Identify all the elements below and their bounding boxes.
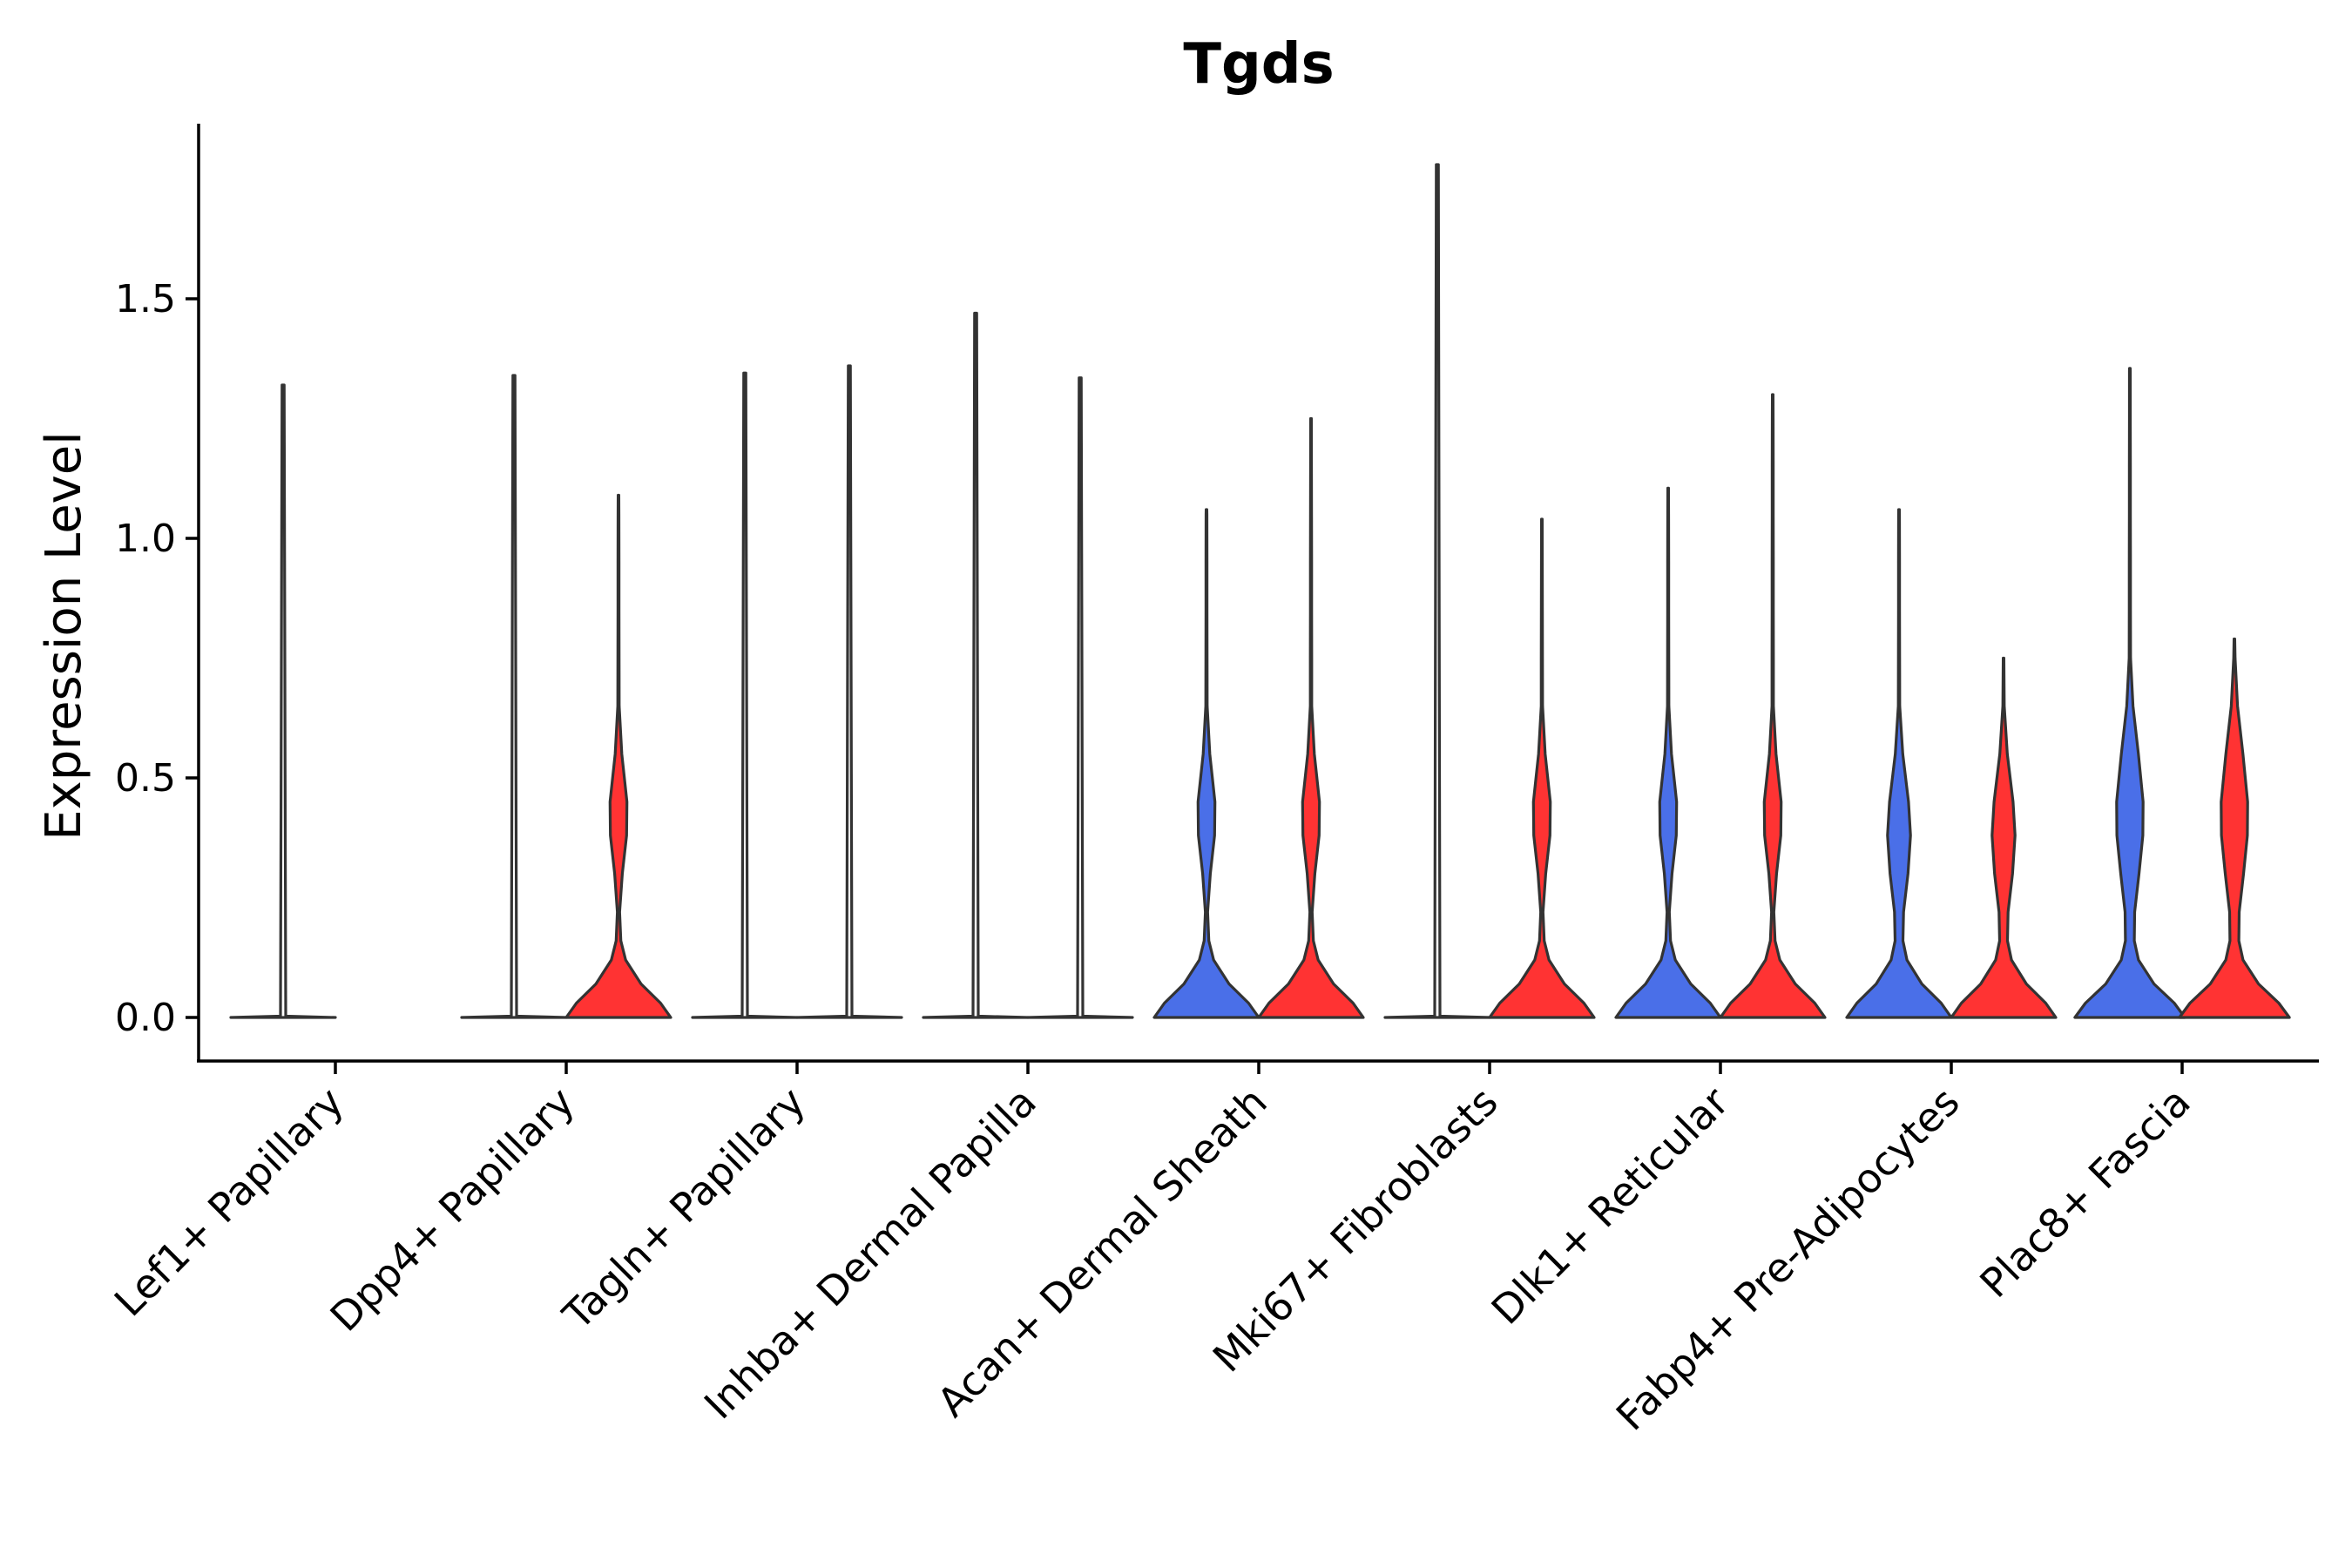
violin-group_a-1 — [229, 383, 337, 1019]
violin-group_b-9 — [2178, 637, 2291, 1019]
violin-group_a-6 — [1383, 163, 1491, 1019]
plot-area — [229, 163, 2291, 1019]
y-tick-label: 0.5 — [115, 756, 176, 801]
x-tick-label: Plac8+ Fascia — [1970, 1078, 2199, 1307]
violin-group_a-3 — [691, 371, 799, 1019]
violin-group_a-9 — [2073, 367, 2186, 1019]
violin-group_b-8 — [1950, 656, 2058, 1019]
y-tick-label: 1.5 — [115, 277, 176, 321]
violin-group_a-2 — [460, 374, 568, 1019]
x-tick-label: Dlk1+ Reticular — [1483, 1078, 1738, 1334]
x-tick-label: Tagln+ Papillary — [553, 1078, 814, 1340]
violin-group_b-7 — [1719, 393, 1827, 1019]
violin-group_b-3 — [795, 364, 903, 1019]
chart-title: Tgds — [1183, 32, 1334, 97]
violin-group_b-2 — [564, 493, 672, 1019]
y-tick-label: 0.0 — [115, 996, 176, 1040]
violin-group_b-5 — [1257, 416, 1365, 1019]
y-axis-label: Expression Level — [36, 431, 92, 841]
x-tick-label: Lef1+ Papillary — [105, 1078, 353, 1326]
violin-group_b-6 — [1488, 517, 1596, 1019]
violin-group_a-8 — [1845, 508, 1953, 1019]
y-tick-label: 1.0 — [115, 517, 176, 561]
violin-group_b-4 — [1026, 376, 1134, 1019]
violin-group_a-7 — [1614, 486, 1722, 1019]
y-ticks: 0.0 0.5 1.0 1.5 — [115, 277, 199, 1040]
violin-group_a-4 — [922, 311, 1030, 1019]
violin-group_a-5 — [1152, 508, 1260, 1019]
x-tick-label: Dpp4+ Papillary — [321, 1078, 584, 1341]
